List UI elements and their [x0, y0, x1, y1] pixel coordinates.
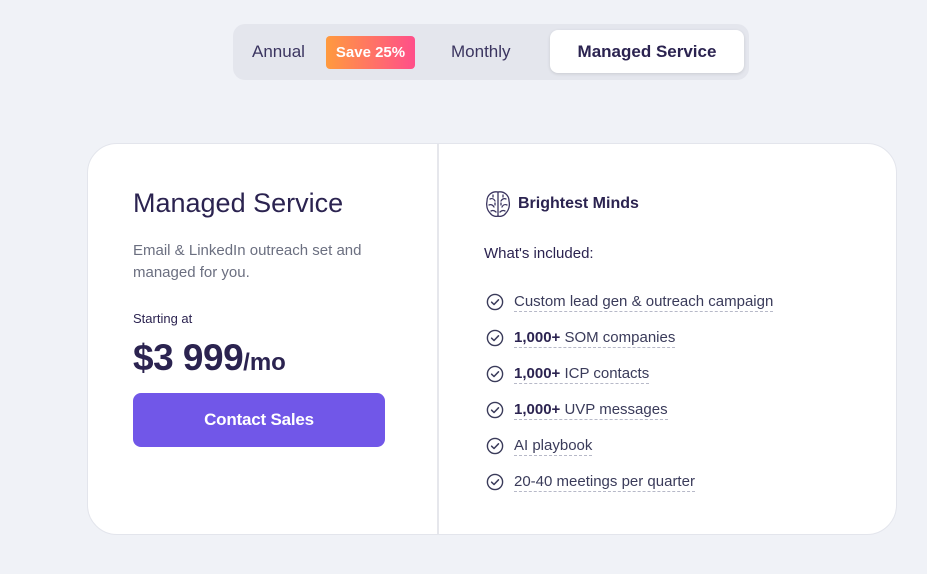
provider-name: Brightest Minds	[518, 195, 639, 212]
feature-text[interactable]: 1,000+ UVP messages	[514, 400, 668, 420]
feature-text[interactable]: 20-40 meetings per quarter	[514, 472, 695, 492]
brain-icon	[485, 191, 511, 218]
feature-quantity: 1,000+	[514, 329, 561, 346]
starting-at-label: Starting at	[133, 311, 193, 326]
feature-list: Custom lead gen & outreach campaign 1,000…	[486, 284, 774, 500]
check-circle-icon	[486, 473, 504, 491]
included-heading: What's included:	[484, 245, 594, 262]
feature-text[interactable]: AI playbook	[514, 436, 593, 456]
feature-quantity: 1,000+	[514, 401, 561, 418]
feature-label: 20-40 meetings per quarter	[514, 473, 695, 490]
card-divider	[437, 144, 439, 534]
price-unit: /mo	[243, 349, 286, 376]
feature-label: Custom lead gen & outreach campaign	[514, 293, 774, 310]
price: $3 999/mo	[133, 337, 286, 379]
feature-text[interactable]: 1,000+ ICP contacts	[514, 364, 650, 384]
feature-label: ICP contacts	[560, 365, 650, 382]
pricing-card: Managed Service Email & LinkedIn outreac…	[87, 143, 897, 535]
provider-brand: Brightest Minds	[484, 189, 639, 219]
check-circle-icon	[486, 401, 504, 419]
contact-sales-button[interactable]: Contact Sales	[133, 393, 385, 447]
feature-text[interactable]: Custom lead gen & outreach campaign	[514, 292, 774, 312]
feature-item: Custom lead gen & outreach campaign	[486, 284, 774, 320]
feature-item: 1,000+ ICP contacts	[486, 356, 773, 392]
check-circle-icon	[486, 365, 504, 383]
feature-item: AI playbook	[486, 428, 773, 464]
feature-item: 1,000+ UVP messages	[486, 392, 773, 428]
tab-managed-service[interactable]: Managed Service	[550, 30, 744, 73]
check-circle-icon	[486, 437, 504, 455]
check-circle-icon	[486, 329, 504, 347]
tab-annual[interactable]: Annual	[252, 42, 305, 61]
feature-quantity: 1,000+	[514, 365, 561, 382]
billing-toggle: Annual Save 25% Monthly Managed Service	[233, 24, 749, 80]
feature-label: SOM companies	[560, 329, 676, 346]
save-badge: Save 25%	[326, 36, 415, 69]
tab-monthly[interactable]: Monthly	[451, 42, 511, 61]
feature-label: UVP messages	[560, 401, 668, 418]
feature-label: AI playbook	[514, 437, 593, 454]
feature-item: 1,000+ SOM companies	[486, 320, 773, 356]
check-circle-icon	[486, 293, 504, 311]
plan-title: Managed Service	[133, 188, 344, 218]
plan-description: Email & LinkedIn outreach set and manage…	[133, 242, 362, 281]
feature-text[interactable]: 1,000+ SOM companies	[514, 328, 676, 348]
feature-item: 20-40 meetings per quarter	[486, 464, 773, 500]
price-amount: $3 999	[133, 337, 244, 378]
